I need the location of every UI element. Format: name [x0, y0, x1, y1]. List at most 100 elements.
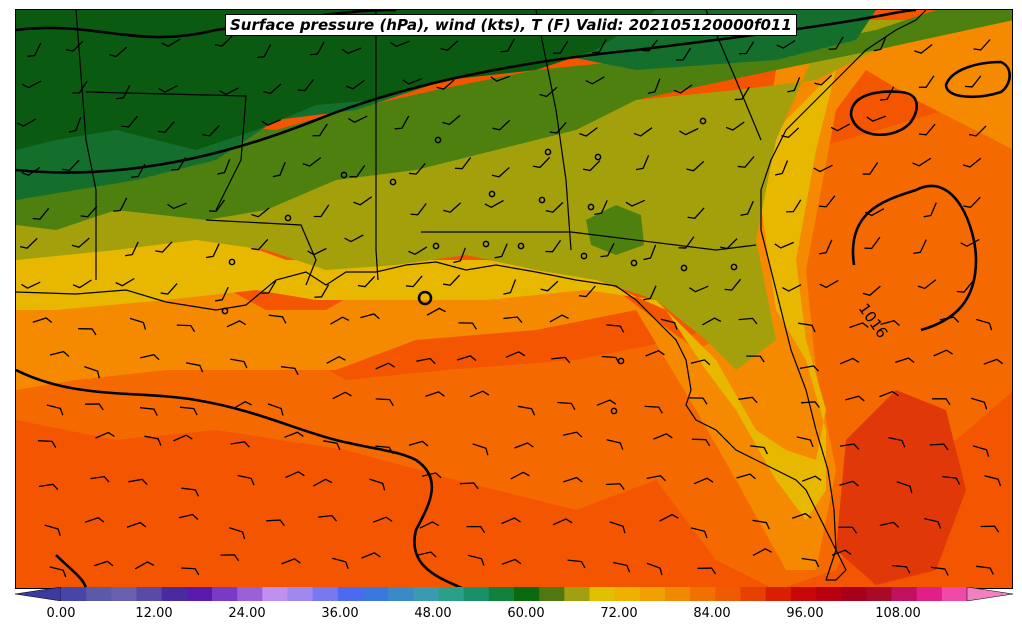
wind-barb — [549, 314, 569, 323]
wind-barb — [313, 204, 330, 218]
wind-barb — [970, 397, 988, 410]
colorbar-max-extend — [966, 587, 1013, 601]
wind-barb — [879, 390, 899, 398]
wind-barb — [21, 80, 42, 89]
calm-wind-marker — [730, 263, 738, 271]
wind-barb — [912, 157, 932, 167]
wind-barb — [746, 355, 765, 363]
colorbar-swatch — [941, 587, 968, 601]
isobar-closed-high-1 — [849, 90, 918, 136]
wind-barb — [272, 161, 286, 178]
wind-barb — [653, 433, 673, 440]
wind-barb — [983, 358, 1004, 365]
wind-barb — [116, 85, 131, 100]
wind-barb — [786, 199, 802, 213]
wind-barb — [510, 471, 530, 480]
colorbar-swatch — [161, 587, 188, 601]
wind-barb — [866, 115, 887, 122]
wind-barb — [139, 407, 158, 416]
colorbar-swatch — [463, 587, 490, 601]
calm-wind-marker — [432, 242, 440, 250]
wind-barb — [157, 121, 175, 133]
wind-barb — [734, 86, 750, 101]
colorbar-tick: 24.00 — [228, 606, 266, 621]
wind-barb — [975, 318, 993, 331]
wind-barb — [215, 35, 233, 47]
wind-barb — [185, 362, 204, 373]
wind-barb — [892, 564, 911, 574]
wind-barb — [625, 199, 646, 207]
wind-barb — [128, 478, 148, 486]
colorbar-swatch — [539, 587, 565, 601]
colorbar-swatch — [186, 587, 213, 601]
calm-wind-marker — [517, 242, 525, 250]
wind-barb — [226, 320, 247, 328]
wind-barb — [72, 80, 88, 94]
wind-barb — [19, 237, 38, 249]
wind-barb — [801, 475, 822, 482]
isobar-gulf — [16, 368, 465, 588]
wind-barb — [686, 160, 705, 172]
wind-barb — [310, 41, 325, 56]
wind-barb — [285, 471, 305, 479]
wind-barb — [237, 474, 255, 486]
wind-barb — [839, 480, 859, 487]
wind-barb — [38, 440, 57, 448]
wind-barb — [693, 477, 714, 485]
wind-barb — [633, 127, 653, 137]
wind-barb — [80, 205, 98, 218]
wind-barb — [828, 36, 844, 50]
wind-barb — [605, 483, 625, 490]
wind-barb — [353, 196, 373, 206]
wind-barb — [442, 114, 461, 126]
wind-barb — [256, 44, 272, 59]
wind-barb — [918, 75, 935, 88]
wind-barb — [93, 560, 114, 567]
wind-barb — [690, 359, 711, 366]
wind-barb — [181, 487, 200, 497]
wind-barb — [720, 238, 738, 250]
wind-barb — [297, 79, 315, 92]
calm-wind-marker — [544, 148, 552, 156]
wind-barb — [357, 275, 376, 288]
gulf-coastline — [16, 261, 847, 581]
map-title: Surface pressure (hPa), wind (kts), T (F… — [225, 14, 797, 36]
colorbar-swatch — [86, 587, 112, 601]
wind-barb — [582, 160, 601, 172]
weather-map: 1016 — [16, 10, 1012, 588]
calm-wind-marker — [221, 307, 229, 315]
atlantic-coastline — [760, 10, 927, 581]
colorbar-swatch — [61, 587, 87, 601]
wind-barb — [230, 358, 248, 369]
wind-barb — [251, 238, 269, 251]
colorbar-swatch — [665, 587, 691, 601]
wind-barb — [563, 476, 583, 483]
colorbar-swatch — [816, 587, 842, 601]
wind-barb — [155, 241, 173, 253]
wind-barb — [469, 390, 490, 398]
wind-barb — [562, 431, 583, 438]
wind-barb — [880, 86, 895, 101]
wind-barb — [635, 155, 650, 171]
wind-barb — [394, 115, 410, 130]
wind-barb — [782, 284, 802, 292]
wind-barb — [540, 280, 559, 292]
wind-barb — [862, 162, 879, 175]
wind-barb — [312, 478, 333, 487]
wind-barb — [678, 236, 695, 249]
wind-barb — [725, 121, 745, 131]
wind-barb — [613, 561, 631, 573]
wind-barb — [129, 317, 147, 330]
wind-barb — [113, 197, 128, 212]
wind-barb — [514, 442, 534, 449]
wind-barb — [467, 554, 485, 566]
state-border-ar-la — [85, 91, 247, 211]
wind-barb — [261, 119, 282, 126]
wind-barb — [501, 517, 521, 525]
colorbar-swatch — [841, 587, 867, 601]
colorbar-swatch — [564, 587, 591, 601]
calm-wind-marker — [389, 178, 397, 186]
colorbar-swatch — [514, 587, 540, 601]
colorbar-tick: 72.00 — [600, 606, 638, 621]
wind-barb — [372, 516, 393, 523]
